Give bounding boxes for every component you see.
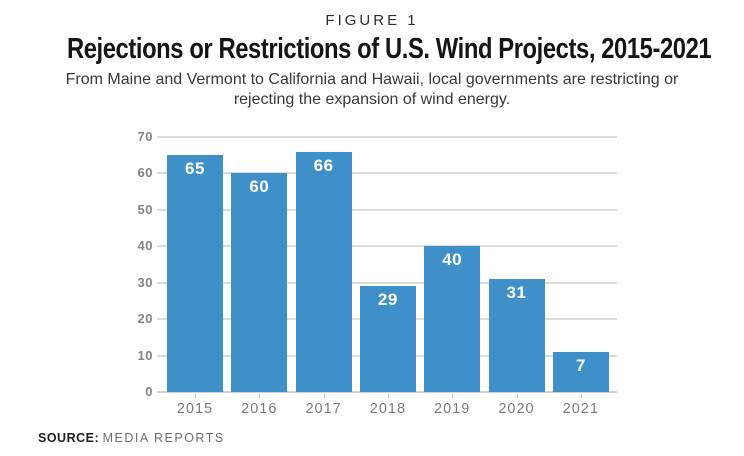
bar-value-label-2020: 31 [506, 283, 527, 303]
bar-2015: 65 [167, 155, 223, 392]
x-axis-label-2017: 2017 [305, 401, 342, 417]
x-axis-label-2020: 2020 [498, 401, 535, 417]
y-axis-tick-label-20: 20 [137, 311, 153, 327]
x-axis-label-2016: 2016 [241, 401, 278, 417]
gridline-0 [157, 391, 617, 393]
source-line: SOURCE: MEDIA REPORTS [38, 431, 225, 445]
y-axis-tick-label-10: 10 [137, 347, 153, 363]
y-axis-tick-label-0: 0 [145, 384, 153, 399]
gridline-50 [157, 208, 617, 211]
y-axis-tick-label-30: 30 [137, 274, 153, 290]
bar-value-label-2015: 65 [185, 159, 205, 179]
x-axis-tick-2016 [259, 394, 261, 399]
bar-2016: 60 [231, 173, 288, 392]
y-axis-tick-label-50: 50 [137, 201, 153, 217]
y-axis-tick-label-60: 60 [137, 165, 153, 181]
bar-value-label-2021: 7 [575, 355, 586, 375]
chart-subtitle-line-1: From Maine and Vermont to California and… [65, 71, 679, 88]
x-axis-label-2018: 2018 [369, 401, 407, 417]
bar-2019: 40 [424, 246, 481, 392]
x-axis-label-2021: 2021 [562, 401, 599, 417]
chart-subtitle-line-2: rejecting the expansion of wind energy. [233, 91, 511, 108]
x-axis-tick-2020 [516, 394, 518, 399]
source-label: SOURCE: [38, 431, 100, 445]
source-value: MEDIA REPORTS [102, 431, 225, 445]
bar-2017: 66 [295, 151, 352, 392]
gridline-70 [157, 136, 617, 138]
y-axis-tick-label-70: 70 [137, 129, 153, 144]
bar-value-label-2019: 40 [442, 250, 463, 270]
bar-2021: 7 [552, 351, 609, 392]
x-axis-label-2015: 2015 [176, 401, 214, 417]
bar-2018: 29 [359, 286, 416, 392]
x-axis-tick-2017 [323, 394, 325, 399]
x-axis-tick-2018 [387, 394, 389, 399]
bar-value-label-2017: 66 [313, 155, 334, 175]
x-axis-tick-2021 [580, 394, 582, 399]
bar-value-label-2018: 29 [377, 290, 398, 310]
chart-title: Rejections or Restrictions of U.S. Wind … [66, 33, 712, 65]
bar-2020: 31 [488, 279, 545, 392]
x-axis-tick-2015 [195, 394, 196, 399]
figure-number-label: FIGURE 1 [325, 12, 419, 29]
gridline-30 [157, 281, 617, 284]
bar-value-label-2016: 60 [249, 177, 270, 197]
x-axis-tick-2019 [452, 394, 454, 399]
gridline-40 [157, 245, 617, 248]
x-axis-label-2019: 2019 [434, 401, 471, 417]
chart-subtitle: From Maine and Vermont to California and… [0, 70, 744, 110]
gridline-60 [157, 172, 617, 175]
y-axis-tick-label-40: 40 [137, 238, 153, 254]
